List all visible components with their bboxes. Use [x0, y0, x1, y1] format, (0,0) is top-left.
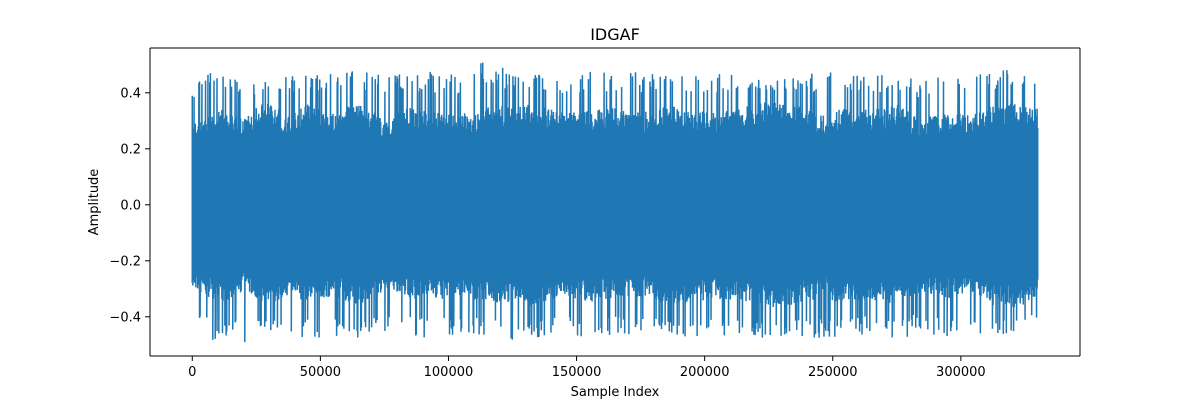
y-tick-label: −0.2: [109, 254, 141, 269]
chart-title: IDGAF: [590, 25, 640, 44]
x-tick-label: 50000: [300, 365, 341, 380]
axes-frame: [149, 47, 1081, 357]
series-layer: [191, 62, 1039, 343]
y-tick-label: 0.2: [120, 142, 141, 157]
x-tick-label: 150000: [552, 365, 602, 380]
y-tick-label: −0.4: [109, 310, 141, 325]
x-axis-ticks: 0 50000 100000 150000 200000 250000 300000: [188, 356, 986, 380]
y-axis-label: Amplitude: [87, 169, 102, 236]
x-axis-label: Sample Index: [571, 385, 660, 400]
y-tick-label: 0.4: [120, 86, 141, 101]
x-tick-label: 250000: [808, 365, 858, 380]
x-tick-label: 100000: [424, 365, 474, 380]
x-tick-label: 0: [188, 365, 196, 380]
x-tick-label: 200000: [680, 365, 730, 380]
y-tick-label: 0.0: [120, 198, 141, 213]
y-axis-ticks: −0.4 −0.2 0.0 0.2 0.4: [109, 86, 150, 325]
waveform-dense-band: [192, 132, 1038, 278]
x-tick-label: 300000: [936, 365, 986, 380]
